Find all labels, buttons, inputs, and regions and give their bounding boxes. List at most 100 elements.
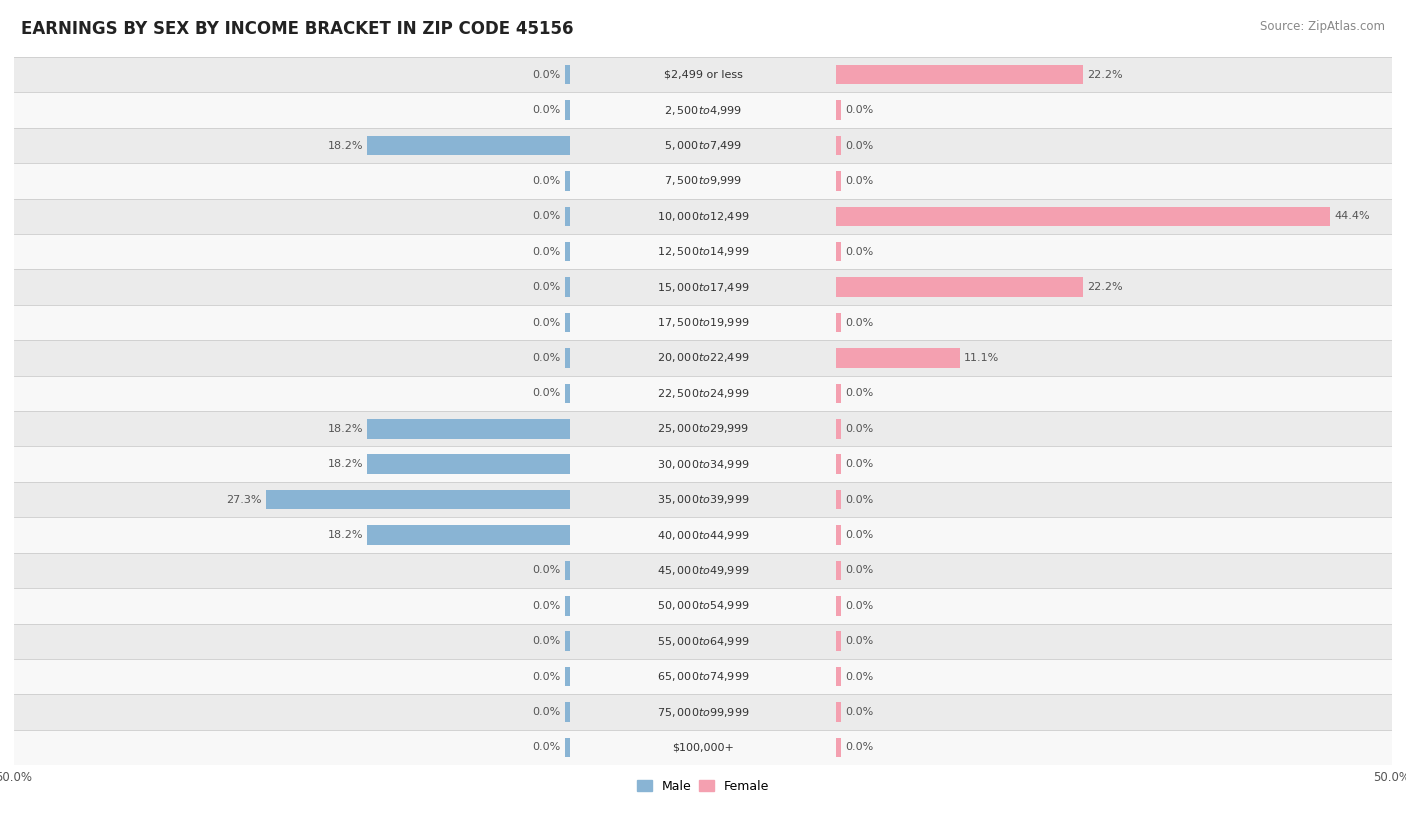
Text: $25,000 to $29,999: $25,000 to $29,999 bbox=[657, 422, 749, 435]
Bar bbox=[565, 737, 569, 757]
Text: EARNINGS BY SEX BY INCOME BRACKET IN ZIP CODE 45156: EARNINGS BY SEX BY INCOME BRACKET IN ZIP… bbox=[21, 20, 574, 38]
Bar bbox=[837, 348, 960, 368]
Text: 27.3%: 27.3% bbox=[226, 495, 262, 505]
Text: $75,000 to $99,999: $75,000 to $99,999 bbox=[657, 706, 749, 719]
Text: $100,000+: $100,000+ bbox=[672, 742, 734, 752]
Bar bbox=[14, 92, 1392, 128]
Text: 0.0%: 0.0% bbox=[533, 566, 561, 575]
Bar bbox=[837, 313, 841, 332]
Bar bbox=[565, 632, 569, 651]
Text: $10,000 to $12,499: $10,000 to $12,499 bbox=[657, 210, 749, 223]
Text: 0.0%: 0.0% bbox=[845, 176, 873, 186]
Bar bbox=[565, 100, 569, 120]
Text: $30,000 to $34,999: $30,000 to $34,999 bbox=[657, 457, 749, 470]
Text: $55,000 to $64,999: $55,000 to $64,999 bbox=[657, 635, 749, 648]
Bar bbox=[14, 694, 1392, 730]
Bar bbox=[837, 561, 841, 580]
Text: 0.0%: 0.0% bbox=[845, 495, 873, 505]
Bar bbox=[367, 454, 569, 474]
Text: 0.0%: 0.0% bbox=[845, 530, 873, 540]
Bar bbox=[266, 490, 569, 510]
Bar bbox=[565, 667, 569, 686]
Bar bbox=[837, 65, 1083, 85]
Bar bbox=[14, 199, 1392, 234]
Bar bbox=[367, 419, 569, 439]
Bar bbox=[14, 588, 1392, 624]
Bar bbox=[14, 482, 1392, 518]
Text: $22,500 to $24,999: $22,500 to $24,999 bbox=[657, 387, 749, 400]
Bar bbox=[14, 234, 1392, 269]
Text: 11.1%: 11.1% bbox=[965, 353, 1000, 363]
Bar bbox=[14, 624, 1392, 659]
Text: 0.0%: 0.0% bbox=[845, 247, 873, 256]
Text: 0.0%: 0.0% bbox=[533, 247, 561, 256]
Text: 0.0%: 0.0% bbox=[845, 637, 873, 646]
Bar bbox=[837, 454, 841, 474]
Bar bbox=[837, 632, 841, 651]
Text: $2,500 to $4,999: $2,500 to $4,999 bbox=[664, 103, 742, 116]
Text: 0.0%: 0.0% bbox=[533, 353, 561, 363]
Bar bbox=[565, 561, 569, 580]
Text: 0.0%: 0.0% bbox=[845, 317, 873, 327]
Text: 0.0%: 0.0% bbox=[845, 707, 873, 717]
Bar bbox=[837, 207, 1330, 226]
Bar bbox=[367, 525, 569, 545]
Text: 44.4%: 44.4% bbox=[1334, 212, 1369, 221]
Text: $20,000 to $22,499: $20,000 to $22,499 bbox=[657, 352, 749, 365]
Bar bbox=[837, 383, 841, 403]
Bar bbox=[837, 596, 841, 615]
Bar bbox=[14, 659, 1392, 694]
Text: 0.0%: 0.0% bbox=[533, 176, 561, 186]
Bar bbox=[14, 269, 1392, 304]
Text: 18.2%: 18.2% bbox=[328, 424, 363, 434]
Text: $5,000 to $7,499: $5,000 to $7,499 bbox=[664, 139, 742, 152]
Text: 0.0%: 0.0% bbox=[845, 424, 873, 434]
Bar bbox=[14, 518, 1392, 553]
Bar bbox=[565, 313, 569, 332]
Text: $65,000 to $74,999: $65,000 to $74,999 bbox=[657, 670, 749, 683]
Bar bbox=[837, 419, 841, 439]
Bar bbox=[565, 278, 569, 297]
Text: 0.0%: 0.0% bbox=[533, 70, 561, 80]
Text: 0.0%: 0.0% bbox=[845, 742, 873, 752]
Text: 0.0%: 0.0% bbox=[533, 707, 561, 717]
Bar bbox=[837, 242, 841, 261]
Bar bbox=[837, 100, 841, 120]
Text: $40,000 to $44,999: $40,000 to $44,999 bbox=[657, 528, 749, 541]
Text: 22.2%: 22.2% bbox=[1087, 282, 1123, 292]
Text: 0.0%: 0.0% bbox=[533, 212, 561, 221]
Text: 0.0%: 0.0% bbox=[533, 388, 561, 398]
Bar bbox=[565, 702, 569, 722]
Bar bbox=[565, 596, 569, 615]
Bar bbox=[565, 383, 569, 403]
Text: 18.2%: 18.2% bbox=[328, 141, 363, 151]
Text: 0.0%: 0.0% bbox=[845, 601, 873, 610]
Bar bbox=[837, 490, 841, 510]
Legend: Male, Female: Male, Female bbox=[631, 775, 775, 798]
Bar bbox=[14, 446, 1392, 482]
Bar bbox=[837, 525, 841, 545]
Text: $2,499 or less: $2,499 or less bbox=[664, 70, 742, 80]
Text: $45,000 to $49,999: $45,000 to $49,999 bbox=[657, 564, 749, 577]
Text: 0.0%: 0.0% bbox=[845, 388, 873, 398]
Text: $12,500 to $14,999: $12,500 to $14,999 bbox=[657, 245, 749, 258]
Text: 0.0%: 0.0% bbox=[845, 672, 873, 681]
Bar bbox=[837, 171, 841, 190]
Text: 0.0%: 0.0% bbox=[533, 317, 561, 327]
Text: 0.0%: 0.0% bbox=[845, 141, 873, 151]
Bar bbox=[14, 411, 1392, 446]
Text: 0.0%: 0.0% bbox=[533, 282, 561, 292]
Bar bbox=[565, 65, 569, 85]
Bar bbox=[14, 128, 1392, 163]
Bar bbox=[837, 702, 841, 722]
Text: Source: ZipAtlas.com: Source: ZipAtlas.com bbox=[1260, 20, 1385, 33]
Bar bbox=[14, 375, 1392, 411]
Text: 0.0%: 0.0% bbox=[845, 566, 873, 575]
Bar bbox=[14, 57, 1392, 92]
Bar bbox=[565, 207, 569, 226]
Text: $50,000 to $54,999: $50,000 to $54,999 bbox=[657, 599, 749, 612]
Text: $17,500 to $19,999: $17,500 to $19,999 bbox=[657, 316, 749, 329]
Text: 0.0%: 0.0% bbox=[845, 459, 873, 469]
Bar bbox=[14, 340, 1392, 375]
Text: 0.0%: 0.0% bbox=[533, 672, 561, 681]
